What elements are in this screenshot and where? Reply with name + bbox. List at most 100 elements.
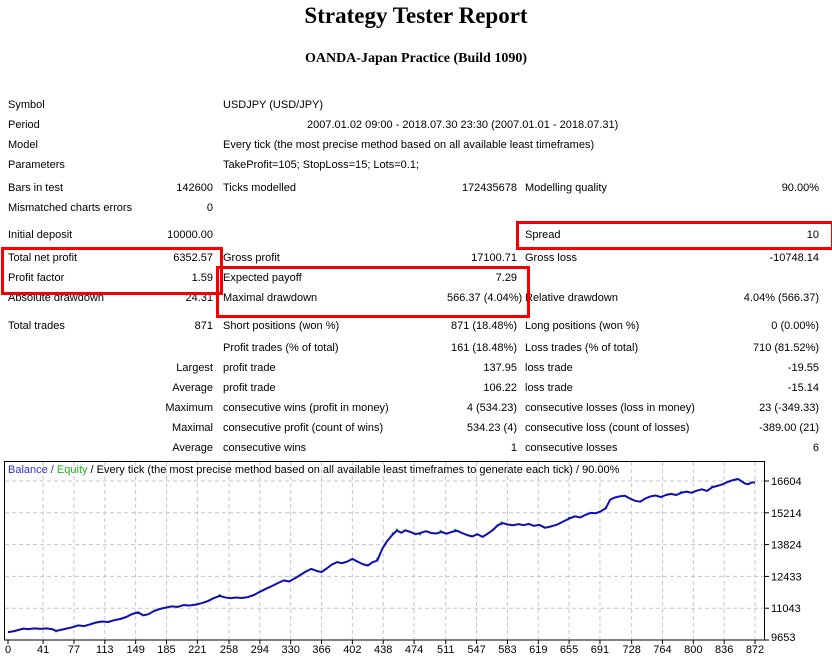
stat-label: Gross profit <box>223 252 280 264</box>
stat-value: 10000.00 <box>167 229 213 241</box>
stat-value: 0 (0.00%) <box>771 320 819 332</box>
stat-value: 142600 <box>176 182 213 194</box>
stat-value: 534.23 (4) <box>466 422 517 434</box>
stat-label: Short positions (won %) <box>223 320 340 332</box>
x-tick-label: 583 <box>498 644 516 656</box>
stats-row: Absolute drawdown 24.31 Maximal drawdown 56… <box>0 288 823 308</box>
stat-value: Maximal <box>172 422 213 434</box>
stat-label: Spread <box>525 229 561 241</box>
stat-value: 7.29 <box>495 272 517 284</box>
info-value: 2007.01.02 09:00 - 2018.07.30 23:30 (200… <box>307 119 619 131</box>
stat-value: Average <box>172 382 213 394</box>
stat-label: Relative drawdown <box>525 292 618 304</box>
stat-value: 871 (18.48%) <box>450 320 517 332</box>
stat-value: 23 (-349.33) <box>759 402 819 414</box>
x-tick-label: 366 <box>312 644 330 656</box>
stat-label <box>0 378 145 398</box>
x-tick-label: 185 <box>157 644 175 656</box>
x-tick-label: 836 <box>715 644 733 656</box>
info-label: Period <box>8 119 40 131</box>
stat-label: loss trade <box>525 382 573 394</box>
chart-legend: Balance / Equity / Every tick (the most … <box>8 464 620 476</box>
stat-label: Total trades <box>8 320 65 332</box>
stat-value: Average <box>172 442 213 454</box>
stat-value: 6 <box>812 442 819 454</box>
y-tick-label: 16604 <box>771 476 802 488</box>
stat-label <box>0 338 145 358</box>
info-value: USDJPY (USD/JPY) <box>223 99 324 111</box>
stat-value: 566.37 (4.04%) <box>447 292 523 304</box>
stat-value: 90.00% <box>781 182 819 194</box>
stat-label: loss trade <box>525 362 573 374</box>
stat-label: Maximal drawdown <box>223 292 318 304</box>
stat-label: consecutive losses (loss in money) <box>525 402 695 414</box>
stats-row: Largest profit trade 137.95 loss trade -19.5… <box>0 358 823 378</box>
x-tick-label: 764 <box>653 644 671 656</box>
stats-row: Average profit trade 106.22 loss trade -15.1… <box>0 378 823 398</box>
x-tick-label: 0 <box>5 644 11 656</box>
balance-equity-chart: 9653 11043 12433 13824 15214 16604 0 41 77 113 149… <box>4 461 802 656</box>
x-tick-label: 800 <box>684 644 702 656</box>
stat-label <box>0 358 145 378</box>
stat-label: consecutive wins (profit in money) <box>223 402 389 414</box>
stat-value: 4.04% (566.37) <box>743 292 819 304</box>
stats-row: Total net profit 6352.57 Gross profit 17100… <box>0 248 823 268</box>
stat-value: 161 (18.48%) <box>450 342 517 354</box>
stat-label: consecutive wins <box>223 442 307 454</box>
stat-label: Long positions (won %) <box>525 320 640 332</box>
stat-label <box>0 398 145 418</box>
x-tick-label: 149 <box>126 644 144 656</box>
x-tick-label: 402 <box>343 644 361 656</box>
y-tick-label: 11043 <box>771 603 801 615</box>
stat-label: Gross loss <box>525 252 577 264</box>
info-label: Symbol <box>8 99 45 111</box>
stats-row: Total trades 871 Short positions (won %) 87… <box>0 316 823 336</box>
stat-label <box>213 225 447 245</box>
stat-label: profit trade <box>223 362 276 374</box>
stat-value: 871 <box>194 320 213 332</box>
stat-value: 24.31 <box>185 292 213 304</box>
stat-label: Profit factor <box>8 272 65 284</box>
stat-value: 1 <box>510 442 517 454</box>
y-tick-label: 9653 <box>771 632 795 644</box>
plot-area <box>4 461 765 641</box>
stat-value: 6352.57 <box>173 252 213 264</box>
stat-label <box>213 198 447 218</box>
x-tick-label: 221 <box>188 644 206 656</box>
info-value: TakeProfit=105; StopLoss=15; Lots=0.1; <box>223 159 419 171</box>
x-tick-label: 438 <box>374 644 392 656</box>
stat-label: Absolute drawdown <box>8 292 105 304</box>
stat-label: consecutive loss (count of losses) <box>525 422 690 434</box>
x-tick-label: 872 <box>746 644 764 656</box>
stats-row: Initial deposit 10000.00 Spread 10 <box>0 225 823 245</box>
stat-value: 0 <box>206 202 213 214</box>
highlight-box-spread <box>516 221 832 250</box>
stat-value: -15.14 <box>787 382 819 394</box>
info-value: Every tick (the most precise method base… <box>223 139 595 151</box>
y-tick-label: 12433 <box>771 571 802 583</box>
stat-label: Profit trades (% of total) <box>223 342 339 354</box>
stat-label: consecutive profit (count of wins) <box>223 422 384 434</box>
stats-row: Profit trades (% of total) 161 (18.48%) Lo… <box>0 338 823 358</box>
stat-label: consecutive losses <box>525 442 618 454</box>
x-tick-label: 511 <box>437 644 455 656</box>
stats-row: Average consecutive wins 1 consecutive loss… <box>0 438 823 458</box>
page-title: Strategy Tester Report <box>304 3 528 28</box>
highlight-box-expected-payoff-and-maximal-drawdown <box>216 266 530 318</box>
server-build-subtitle: OANDA-Japan Practice (Build 1090) <box>304 51 528 66</box>
stat-value: 172435678 <box>461 182 517 194</box>
stat-label: Mismatched charts errors <box>8 202 133 214</box>
stat-value: -389.00 (21) <box>759 422 819 434</box>
x-tick-label: 330 <box>282 644 300 656</box>
stat-label: Initial deposit <box>8 229 73 241</box>
stat-value: 4 (534.23) <box>466 402 517 414</box>
stat-value <box>145 338 213 358</box>
stat-value: -10748.14 <box>769 252 819 264</box>
stat-label: Bars in test <box>8 182 64 194</box>
stat-value: 1.59 <box>191 272 213 284</box>
info-row: Symbol USDJPY (USD/JPY) <box>0 95 823 115</box>
stats-row: Maximum consecutive wins (profit in money… <box>0 398 823 418</box>
stat-value <box>447 198 517 218</box>
x-tick-label: 655 <box>560 644 578 656</box>
stat-label <box>517 268 715 288</box>
